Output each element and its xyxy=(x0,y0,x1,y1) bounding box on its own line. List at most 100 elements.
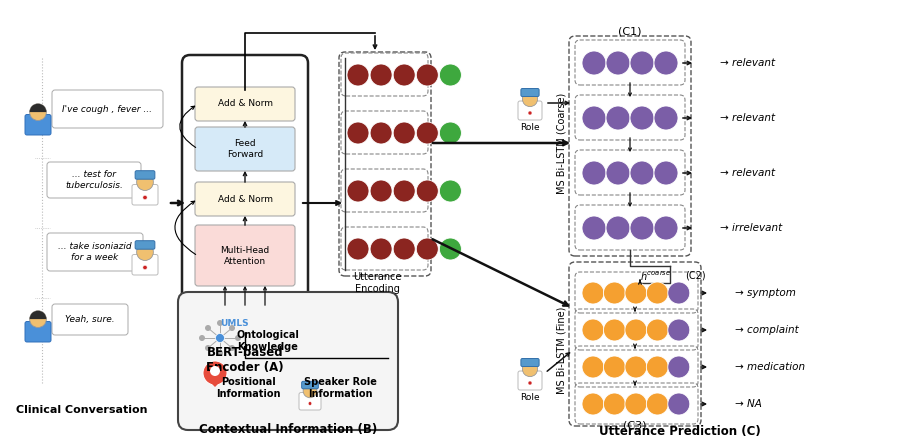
FancyBboxPatch shape xyxy=(518,101,542,120)
Circle shape xyxy=(370,64,392,86)
Text: Role: Role xyxy=(520,393,540,403)
Circle shape xyxy=(604,356,626,378)
Circle shape xyxy=(199,335,205,341)
FancyBboxPatch shape xyxy=(182,55,308,341)
Circle shape xyxy=(205,345,211,351)
Text: Contextual Information (B): Contextual Information (B) xyxy=(199,424,377,437)
Text: Yeah, sure.: Yeah, sure. xyxy=(65,315,115,324)
Circle shape xyxy=(143,195,148,200)
FancyBboxPatch shape xyxy=(299,392,321,410)
Circle shape xyxy=(582,393,604,415)
Circle shape xyxy=(30,104,47,120)
Circle shape xyxy=(668,319,689,341)
Circle shape xyxy=(522,361,537,377)
Circle shape xyxy=(210,366,220,376)
FancyBboxPatch shape xyxy=(135,171,155,179)
FancyBboxPatch shape xyxy=(195,182,295,216)
Circle shape xyxy=(439,238,462,260)
Circle shape xyxy=(625,319,647,341)
Circle shape xyxy=(654,216,678,240)
Circle shape xyxy=(215,333,224,343)
FancyBboxPatch shape xyxy=(195,87,295,121)
Text: Multi-Head
Attention: Multi-Head Attention xyxy=(220,246,270,266)
Text: Clinical Conversation: Clinical Conversation xyxy=(16,405,148,415)
Text: Feed
Forward: Feed Forward xyxy=(227,139,263,159)
Text: → irrelevant: → irrelevant xyxy=(720,223,782,233)
Text: MS Bi-LSTM (Fine): MS Bi-LSTM (Fine) xyxy=(557,306,567,394)
Text: Utterance Prediction (C): Utterance Prediction (C) xyxy=(599,425,760,438)
Wedge shape xyxy=(30,311,47,319)
Circle shape xyxy=(217,320,223,326)
Circle shape xyxy=(668,356,689,378)
Circle shape xyxy=(439,180,462,202)
Circle shape xyxy=(393,180,415,202)
Text: → NA: → NA xyxy=(735,399,762,409)
Circle shape xyxy=(393,238,415,260)
Text: (C3): (C3) xyxy=(623,421,647,431)
Circle shape xyxy=(606,106,630,130)
Circle shape xyxy=(582,106,606,130)
Circle shape xyxy=(606,216,630,240)
FancyBboxPatch shape xyxy=(132,254,158,275)
Circle shape xyxy=(604,282,626,304)
Circle shape xyxy=(582,51,606,75)
Circle shape xyxy=(417,64,438,86)
Circle shape xyxy=(606,161,630,185)
Circle shape xyxy=(417,122,438,144)
Circle shape xyxy=(30,311,47,328)
FancyBboxPatch shape xyxy=(52,304,128,335)
Text: MS Bi-LSTM (Coarse): MS Bi-LSTM (Coarse) xyxy=(557,92,567,194)
Circle shape xyxy=(417,180,438,202)
Text: Utterance
Encoding: Utterance Encoding xyxy=(353,272,401,294)
Text: → medication: → medication xyxy=(735,362,806,372)
Circle shape xyxy=(625,282,647,304)
Circle shape xyxy=(347,180,369,202)
Circle shape xyxy=(417,238,438,260)
Circle shape xyxy=(625,393,647,415)
Circle shape xyxy=(203,361,227,385)
FancyBboxPatch shape xyxy=(135,241,155,249)
Text: Add & Norm: Add & Norm xyxy=(218,194,273,204)
Circle shape xyxy=(528,381,532,385)
Circle shape xyxy=(393,122,415,144)
FancyBboxPatch shape xyxy=(195,127,295,171)
Circle shape xyxy=(646,319,669,341)
Circle shape xyxy=(630,216,654,240)
Circle shape xyxy=(582,161,606,185)
Text: → relevant: → relevant xyxy=(720,168,775,178)
Text: Role: Role xyxy=(520,124,540,133)
Circle shape xyxy=(654,51,678,75)
Circle shape xyxy=(205,325,211,331)
Circle shape xyxy=(370,180,392,202)
Circle shape xyxy=(522,92,537,106)
Text: ... test for
tuberculosis.: ... test for tuberculosis. xyxy=(65,170,123,190)
Text: $h^{coarse}$: $h^{coarse}$ xyxy=(640,269,671,283)
Circle shape xyxy=(606,51,630,75)
Text: Add & Norm: Add & Norm xyxy=(218,99,273,109)
FancyBboxPatch shape xyxy=(302,381,319,389)
Circle shape xyxy=(370,122,392,144)
Circle shape xyxy=(137,244,153,261)
FancyBboxPatch shape xyxy=(25,114,51,135)
Circle shape xyxy=(630,51,654,75)
Text: I've cough , fever ...: I've cough , fever ... xyxy=(62,105,152,113)
Wedge shape xyxy=(30,104,47,112)
Circle shape xyxy=(604,393,626,415)
Text: Speaker Role
Information: Speaker Role Information xyxy=(303,377,376,399)
Circle shape xyxy=(137,174,153,191)
Text: → relevant: → relevant xyxy=(720,58,775,68)
Circle shape xyxy=(347,122,369,144)
Circle shape xyxy=(630,106,654,130)
Circle shape xyxy=(393,64,415,86)
FancyBboxPatch shape xyxy=(25,321,51,342)
Circle shape xyxy=(582,356,604,378)
Polygon shape xyxy=(208,380,222,387)
Circle shape xyxy=(668,393,689,415)
Text: ... take isoniazid
for a week: ... take isoniazid for a week xyxy=(58,242,131,261)
FancyBboxPatch shape xyxy=(195,225,295,286)
Circle shape xyxy=(646,393,669,415)
FancyBboxPatch shape xyxy=(132,184,158,205)
Circle shape xyxy=(582,216,606,240)
Text: Positional
Information: Positional Information xyxy=(216,377,280,399)
FancyBboxPatch shape xyxy=(518,371,542,390)
